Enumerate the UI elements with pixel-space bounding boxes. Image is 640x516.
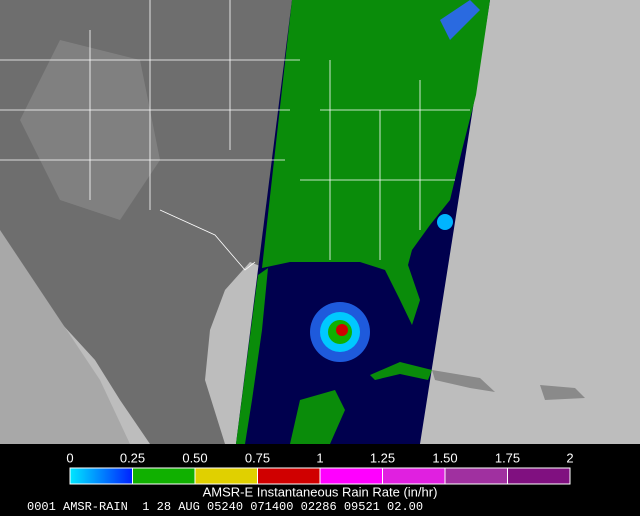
colorbar-segment	[132, 468, 195, 484]
colorbar: 0 0.25 0.50 0.75 1 1.25 1.50 1.75 2	[66, 450, 574, 485]
colorbar-tick-label: 0.50	[182, 450, 207, 465]
hurricane	[310, 302, 370, 362]
colorbar-tick-label: 1.75	[495, 450, 520, 465]
yucatan	[290, 390, 345, 444]
borders	[0, 0, 470, 271]
colorbar-segment	[507, 468, 570, 484]
colorbar-segment	[195, 468, 258, 484]
footer: 0001 AMSR-RAIN 1 28 AUG 05240 071400 022…	[27, 500, 423, 514]
colorbar-tick-label: 2	[566, 450, 573, 465]
rain-cell	[440, 0, 480, 40]
colorbar-tick-label: 1.50	[432, 450, 457, 465]
rain-core	[336, 324, 348, 336]
cuba	[370, 362, 432, 380]
colorbar-segment	[320, 468, 383, 484]
colorbar-segment	[70, 468, 133, 484]
rain-cell	[437, 214, 453, 230]
colorbar-tick-label: 0.25	[120, 450, 145, 465]
colorbar-tick-label: 1.25	[370, 450, 395, 465]
map	[0, 0, 640, 444]
colorbar-tick-label: 0.75	[245, 450, 270, 465]
swath-land	[262, 0, 490, 325]
colorbar-segment	[445, 468, 508, 484]
cuba-east	[432, 370, 495, 392]
colorbar-tick-label: 1	[316, 450, 323, 465]
colorbar-label: AMSR-E Instantaneous Rain Rate (in/hr)	[203, 484, 438, 499]
colorbar-segment	[257, 468, 320, 484]
colorbar-tick-label: 0	[66, 450, 73, 465]
pacific	[0, 230, 130, 444]
mexico-land	[236, 268, 268, 444]
hispaniola	[540, 385, 585, 400]
colorbar-segment	[382, 468, 445, 484]
